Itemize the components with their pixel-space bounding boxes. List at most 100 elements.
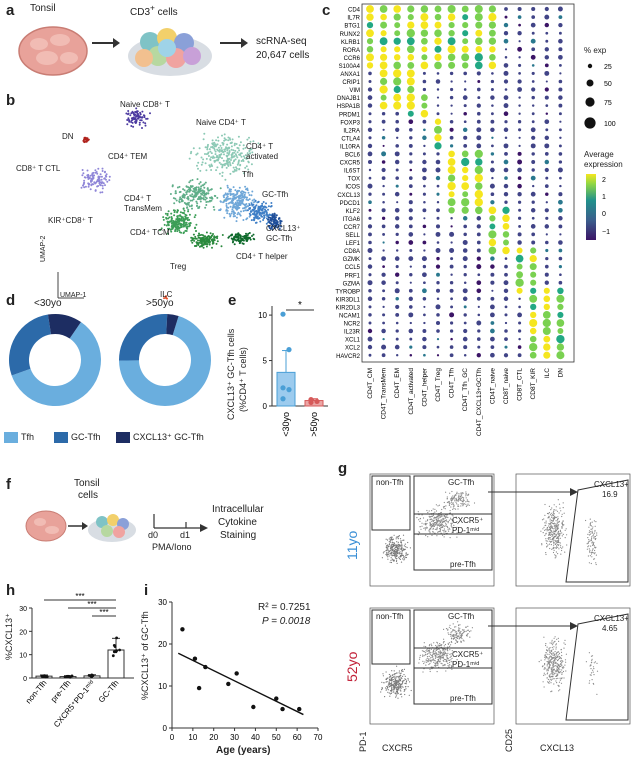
umap-cell xyxy=(249,140,252,143)
umap-cell xyxy=(183,189,186,192)
umap-cell xyxy=(84,176,87,179)
expr-dot xyxy=(530,175,536,181)
flow-event xyxy=(455,634,457,636)
flow-event xyxy=(390,683,392,686)
expr-dot xyxy=(420,5,429,13)
umap-cell xyxy=(227,146,230,149)
expr-dot xyxy=(463,328,468,334)
umap-cell xyxy=(253,219,256,222)
umap-cell xyxy=(213,147,216,150)
expr-dot xyxy=(475,46,483,53)
flow-event xyxy=(428,660,430,662)
flow-event xyxy=(548,663,550,665)
gate-gc-tfh-2: GC-Tfh xyxy=(448,612,475,621)
expr-dot xyxy=(476,143,482,149)
umap-cell xyxy=(230,145,233,148)
flow-event xyxy=(564,659,567,661)
flow-event xyxy=(399,674,402,676)
flow-event xyxy=(457,630,459,632)
expr-dot xyxy=(503,127,509,133)
flow-event xyxy=(402,534,405,536)
flow-event xyxy=(446,501,448,504)
expr-dot xyxy=(422,224,427,229)
umap-cell xyxy=(191,207,193,210)
expr-dot xyxy=(396,136,399,139)
expr-dot xyxy=(379,85,388,94)
flow-event xyxy=(407,553,409,555)
expr-dot xyxy=(447,198,456,207)
flow-event xyxy=(460,495,463,497)
flow-event xyxy=(437,520,439,522)
point-e xyxy=(314,398,320,405)
flow-event xyxy=(433,659,435,662)
flow-event xyxy=(389,684,391,686)
flow-event xyxy=(546,545,548,547)
expr-dot xyxy=(381,167,386,173)
expr-dot xyxy=(421,94,428,101)
flow-event xyxy=(424,527,426,529)
flow-event xyxy=(445,522,447,524)
expr-dot xyxy=(558,38,563,44)
flow-event xyxy=(438,531,440,533)
flow-event xyxy=(559,679,561,681)
flow-event xyxy=(395,538,397,540)
umap-cell xyxy=(126,119,129,121)
flow-event xyxy=(436,529,438,531)
flow-event xyxy=(545,528,547,531)
umap-cell xyxy=(220,153,223,156)
panel-b-label: b xyxy=(6,92,16,109)
point-h xyxy=(112,650,116,654)
expr-dot xyxy=(517,183,522,189)
expr-dot xyxy=(545,233,548,236)
flow-event xyxy=(553,544,555,546)
expr-dot xyxy=(381,224,386,229)
flow-event xyxy=(555,523,557,525)
flow-event xyxy=(382,673,384,675)
flow-event xyxy=(548,660,550,662)
umap-cell xyxy=(202,184,205,187)
panel-g-label: g xyxy=(338,460,348,477)
flow-event xyxy=(590,525,592,527)
expr-dot xyxy=(503,183,509,189)
umap-cell xyxy=(221,141,224,144)
flow-event xyxy=(553,678,555,680)
flow-event xyxy=(548,664,550,666)
point-i xyxy=(297,706,302,712)
flow-event xyxy=(555,509,557,511)
expr-dot xyxy=(490,152,495,156)
gene-label: PDCD1 xyxy=(340,201,361,207)
umap-cell xyxy=(275,214,278,217)
expr-dot xyxy=(502,231,510,238)
flow-event xyxy=(429,653,431,655)
flow-event xyxy=(449,537,451,539)
flow-event xyxy=(424,661,426,663)
expr-dot xyxy=(490,256,495,261)
umap-cell xyxy=(103,171,106,174)
expr-dot xyxy=(488,230,497,239)
flow-event xyxy=(557,518,559,520)
umap-cell xyxy=(202,246,205,249)
flow-event xyxy=(546,665,548,667)
expr-dot xyxy=(421,46,428,53)
flow-event xyxy=(565,661,567,663)
expr-dot xyxy=(474,173,483,183)
flow-event xyxy=(404,548,406,550)
flow-event xyxy=(428,645,430,647)
expr-dot xyxy=(408,328,414,334)
flow-event xyxy=(559,546,562,548)
umap-cell xyxy=(207,151,210,154)
flow-event xyxy=(439,522,441,524)
flow-event xyxy=(459,627,461,629)
expr-dot xyxy=(463,321,467,325)
expr-dot xyxy=(395,240,399,245)
expr-dot xyxy=(409,265,412,268)
bar-e xyxy=(276,371,296,407)
flow-event xyxy=(444,664,446,666)
legend-cxcl13: CXCL13⁺ GC-Tfh xyxy=(133,432,204,442)
flow-event xyxy=(441,522,443,524)
flow-event xyxy=(590,539,593,541)
flow-event xyxy=(424,654,426,656)
umap-cell xyxy=(238,153,241,156)
flow-event xyxy=(394,692,396,694)
umap-cell xyxy=(231,156,234,159)
